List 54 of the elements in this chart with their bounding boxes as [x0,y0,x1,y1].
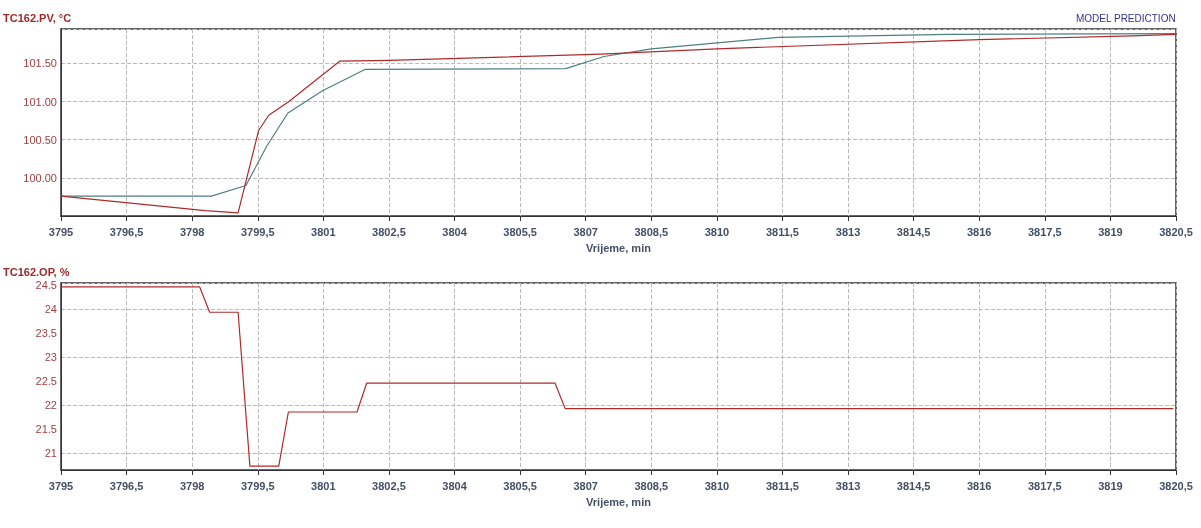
x-tick-label: 3804 [442,225,468,238]
y-tick-label: 24 [44,303,57,316]
y-axis-title: TC162.PV, °C [3,11,72,24]
y-axis-title: TC162.OP, % [3,265,70,278]
x-tick-label: 3801 [311,479,336,492]
y-tick-label: 23.5 [35,327,57,340]
x-tick-label: 3802,5 [372,479,406,492]
x-tick-label: 3805,5 [503,225,537,238]
y-tick-label: 21.5 [35,423,57,436]
text: MODEL PREDICTION [1075,12,1176,24]
x-tick-label: 3795 [48,479,74,492]
x-tick-label: 3808,5 [634,225,669,238]
x-tick-label: 3807 [573,225,598,238]
line-series [60,286,1174,467]
y-tick-label: 101.00 [23,95,57,108]
y-tick-label: 21 [44,447,57,460]
x-tick-label: 3798 [179,479,205,492]
x-tick-label: 3799,5 [240,479,275,492]
x-tick-label: 3816 [966,225,992,238]
x-tick-label: 3811,5 [765,479,799,492]
x-tick-label: 3805,5 [503,479,537,492]
x-tick-label: 3798 [179,225,205,238]
x-tick-label: 3813 [835,225,861,238]
x-tick-label: 3817,5 [1028,225,1062,238]
x-tick-label: 3819 [1098,479,1123,492]
x-tick-label: 3814,5 [896,225,931,238]
x-tick-label: 3820,5 [1159,225,1193,238]
y-tick-label: 24.5 [35,279,57,292]
x-tick-label: 3802,5 [372,225,406,238]
x-tick-label: 3796,5 [109,225,144,238]
x-tick-label: 3799,5 [240,225,275,238]
x-tick-label: 3817,5 [1028,479,1062,492]
y-tick-label: 22 [44,399,57,412]
y-tick-label: 101.50 [23,57,57,70]
x-tick-label: 3796,5 [109,479,144,492]
x-tick-label: 3819 [1098,225,1123,238]
x-tick-label: 3813 [835,479,861,492]
x-tick-label: 3820,5 [1159,479,1193,492]
y-tick-label: 23 [44,351,57,364]
x-tick-label: 3801 [311,225,336,238]
x-tick-label: 3808,5 [634,479,669,492]
x-axis-title: Vrijeme, min [586,241,652,254]
x-tick-label: 3811,5 [765,225,799,238]
x-tick-label: 3795 [48,225,74,238]
x-tick-label: 3810 [704,479,730,492]
x-axis-title: Vrijeme, min [586,495,652,508]
y-tick-label: 100.50 [23,133,57,146]
y-tick-label: 100.00 [23,171,57,184]
x-tick-label: 3804 [442,479,468,492]
x-tick-label: 3807 [573,479,598,492]
x-tick-label: 3810 [704,225,730,238]
x-tick-label: 3814,5 [896,479,931,492]
x-tick-label: 3816 [966,479,992,492]
y-tick-label: 22.5 [35,375,57,388]
